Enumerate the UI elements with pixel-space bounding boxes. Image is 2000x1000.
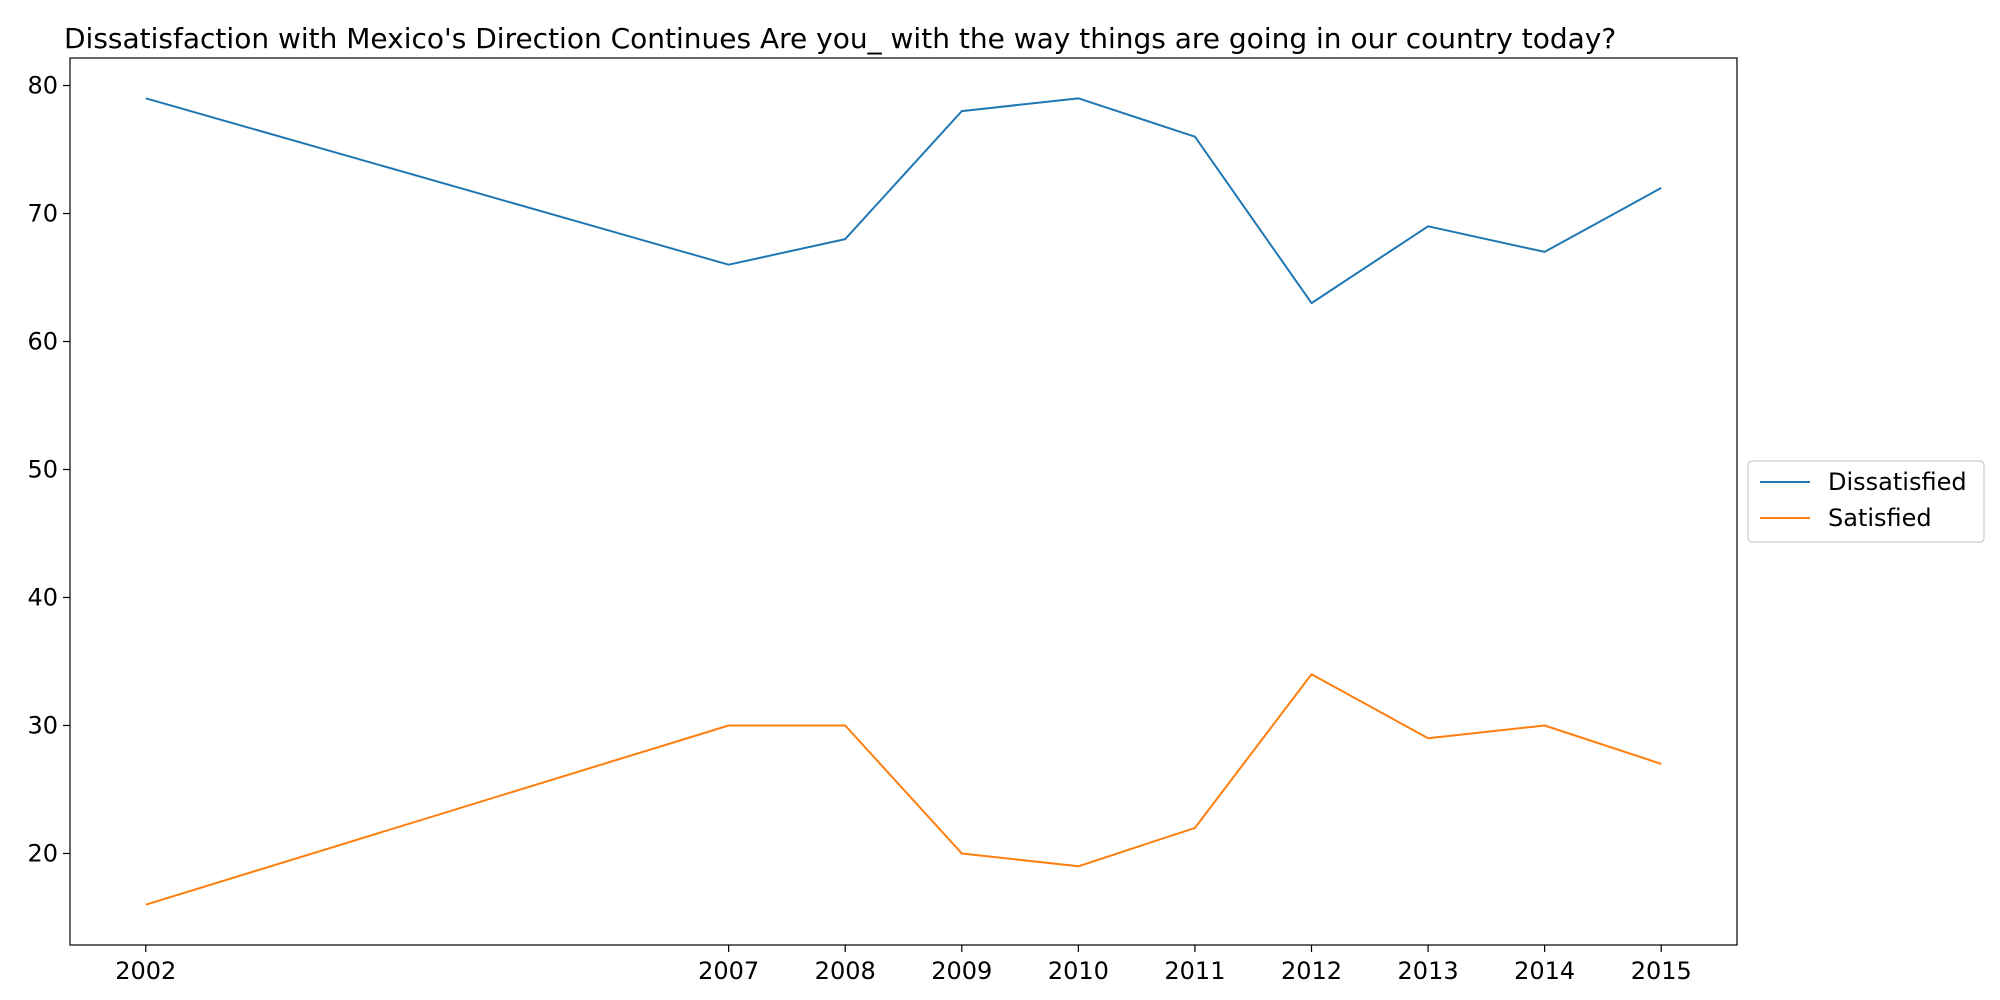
legend: Dissatisfied Satisfied: [1747, 460, 1985, 543]
series-line-satisfied: [145, 673, 1662, 906]
x-tick-label: 2015: [1631, 957, 1692, 985]
y-tick-label: 30: [27, 711, 58, 739]
y-tick-label: 40: [27, 583, 58, 611]
y-tick-label: 60: [27, 328, 58, 356]
x-tick-label: 2010: [1048, 957, 1109, 985]
x-tick-label: 2011: [1164, 957, 1225, 985]
legend-label-dissatisfied: Dissatisfied: [1828, 468, 1967, 496]
y-tick-label: 50: [27, 456, 58, 484]
x-tick-label: 2002: [115, 957, 176, 985]
y-tick-label: 70: [27, 200, 58, 228]
x-tick-label: 2013: [1398, 957, 1459, 985]
chart-title: Dissatisfaction with Mexico's Direction …: [64, 22, 1616, 55]
x-tick-label: 2014: [1514, 957, 1575, 985]
y-tick-label: 80: [27, 72, 58, 100]
legend-label-satisfied: Satisfied: [1828, 504, 1932, 532]
x-tick-label: 2012: [1281, 957, 1342, 985]
plot-frame: [69, 57, 1738, 946]
x-tick-label: 2009: [931, 957, 992, 985]
x-tick-label: 2008: [815, 957, 876, 985]
series-line-dissatisfied: [145, 97, 1662, 305]
y-tick-label: 20: [27, 839, 58, 867]
x-tick-label: 2007: [698, 957, 759, 985]
